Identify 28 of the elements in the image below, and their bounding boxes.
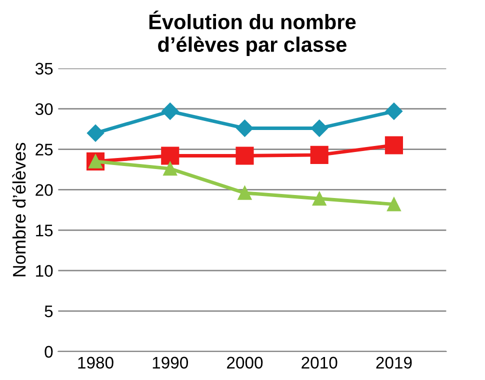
x-tick-label: 1980: [78, 356, 114, 369]
point: [236, 146, 254, 165]
point: [310, 120, 328, 137]
y-tick-label: 30: [35, 103, 53, 116]
point: [163, 162, 178, 176]
x-tick-label: 2000: [227, 356, 263, 369]
chart-title: Évolution du nombre d’élèves par classe: [149, 10, 356, 56]
y-tick-label: 25: [36, 144, 53, 156]
point: [384, 136, 403, 154]
point: [162, 102, 179, 120]
x-tick-label: 1990: [152, 356, 188, 369]
point: [312, 192, 326, 206]
point: [385, 102, 403, 120]
point: [161, 146, 180, 165]
point: [387, 197, 401, 212]
y-tick-label: 10: [36, 265, 53, 277]
y-tick-label: 5: [44, 306, 53, 318]
y-tick-label: 35: [35, 62, 53, 75]
y-tick-label: 0: [44, 346, 53, 358]
y-tick-label: 15: [36, 224, 53, 236]
point: [86, 124, 104, 142]
y-tick-label: 20: [36, 184, 53, 196]
x-tick-label: 2019: [376, 356, 412, 369]
point: [310, 146, 328, 164]
point: [236, 120, 254, 137]
point: [238, 186, 252, 200]
x-tick-label: 2010: [302, 356, 338, 369]
y-axis-title: Nombre d’élèves: [12, 142, 26, 276]
